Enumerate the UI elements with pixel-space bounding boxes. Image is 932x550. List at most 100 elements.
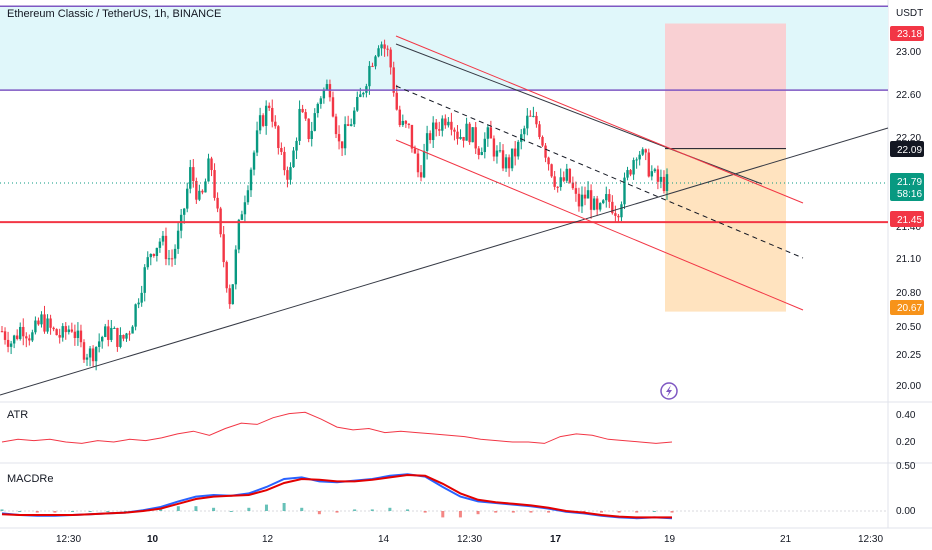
candle-body — [283, 151, 286, 171]
macd-histogram-bar — [599, 511, 603, 513]
candle-body — [146, 257, 149, 268]
candle-body — [444, 118, 447, 126]
candle-body — [316, 103, 319, 114]
candle-body — [492, 138, 496, 157]
candle-body — [182, 208, 186, 215]
price-tick: 20.80 — [896, 288, 921, 299]
candle-body — [310, 130, 313, 139]
candle-body — [204, 181, 207, 193]
macd-histogram-bar — [88, 511, 92, 512]
candle-body — [529, 115, 532, 117]
candle-body — [438, 129, 441, 131]
currency-label: USDT — [896, 8, 923, 19]
candle-body — [155, 247, 159, 256]
macd-histogram-bar — [317, 511, 321, 515]
candle-body — [498, 150, 502, 152]
tag-stop[interactable]: 20.67 — [890, 300, 924, 315]
candle-body — [85, 357, 89, 360]
candle-body — [598, 203, 602, 210]
candle-body — [635, 159, 638, 161]
candle-body — [362, 92, 365, 95]
candle-body — [201, 190, 204, 193]
macd-histogram-bar — [212, 507, 216, 511]
tag-support[interactable]: 21.45 — [890, 211, 924, 227]
candle-body — [583, 194, 587, 199]
candle-body — [110, 327, 113, 340]
candle-body — [167, 258, 171, 260]
drawing-lines[interactable] — [0, 5, 889, 396]
tag-last-price[interactable]: 21.79 58:16 — [890, 173, 924, 201]
candle-body — [277, 126, 280, 149]
candle-body — [152, 254, 156, 256]
candlestick-series — [0, 39, 669, 371]
candle-body — [462, 137, 465, 141]
candle-body — [350, 124, 353, 126]
tag-entry[interactable]: 22.09 — [890, 141, 924, 157]
candle-body — [477, 148, 480, 155]
candle-body — [465, 123, 468, 141]
candle-body — [486, 127, 490, 139]
macd-histogram-bar — [106, 511, 110, 512]
macd-histogram-bar — [264, 504, 268, 511]
time-label: 12:30 — [858, 534, 883, 545]
candle-body — [656, 169, 660, 182]
candle-body — [337, 134, 341, 142]
position-loss-zone — [665, 148, 786, 312]
candle-body — [538, 124, 541, 137]
candle-body — [550, 164, 553, 177]
price-tick: 22.60 — [896, 90, 921, 101]
candle-body — [520, 134, 523, 142]
candle-body — [58, 335, 61, 338]
candle-body — [459, 137, 462, 139]
candle-body — [662, 176, 666, 192]
candle-body — [468, 123, 471, 143]
candle-body — [620, 204, 623, 218]
candle-body — [614, 213, 617, 216]
candle-body — [474, 127, 477, 149]
lightning-icon[interactable] — [660, 382, 678, 400]
candle-body — [140, 292, 143, 303]
candle-body — [304, 112, 307, 119]
candle-body — [79, 330, 83, 343]
candle-body — [605, 194, 608, 201]
tag-target[interactable]: 23.18 — [890, 26, 924, 41]
candle-body — [274, 121, 277, 127]
candle-body — [40, 314, 43, 325]
candle-body — [264, 105, 268, 126]
candle-body — [383, 44, 386, 49]
macd-histogram-bar — [0, 509, 4, 511]
candle-body — [526, 115, 529, 129]
tag-stop-bg — [890, 300, 924, 315]
time-label: 19 — [664, 534, 676, 545]
candle-body — [356, 97, 359, 111]
tag-entry-bg — [890, 141, 924, 157]
macd-title: MACDRe — [7, 473, 53, 485]
candle-body — [234, 249, 238, 285]
candle-body — [43, 314, 46, 332]
channel-mid — [395, 85, 804, 259]
candle-body — [343, 124, 347, 149]
candle-body — [353, 110, 356, 125]
candle-body — [602, 200, 605, 204]
macd-histogram-bar — [529, 511, 533, 513]
candle-body — [107, 326, 110, 340]
macd-pane — [0, 473, 888, 520]
macd-histogram-bar — [406, 509, 410, 511]
candle-body — [586, 190, 590, 199]
candle-body — [25, 336, 28, 339]
candle-body — [210, 158, 213, 171]
time-label: 17 — [550, 534, 562, 545]
candle-body — [0, 331, 4, 333]
signal-line — [1, 473, 672, 519]
candle-body — [407, 123, 411, 125]
candle-body — [416, 153, 420, 173]
candle-body — [161, 235, 165, 242]
candle-body — [289, 167, 292, 180]
candle-body — [653, 169, 657, 172]
candle-body — [9, 343, 13, 347]
candle-body — [483, 138, 487, 153]
candle-body — [541, 136, 544, 146]
candle-body — [319, 98, 323, 104]
candle-body — [523, 128, 526, 135]
